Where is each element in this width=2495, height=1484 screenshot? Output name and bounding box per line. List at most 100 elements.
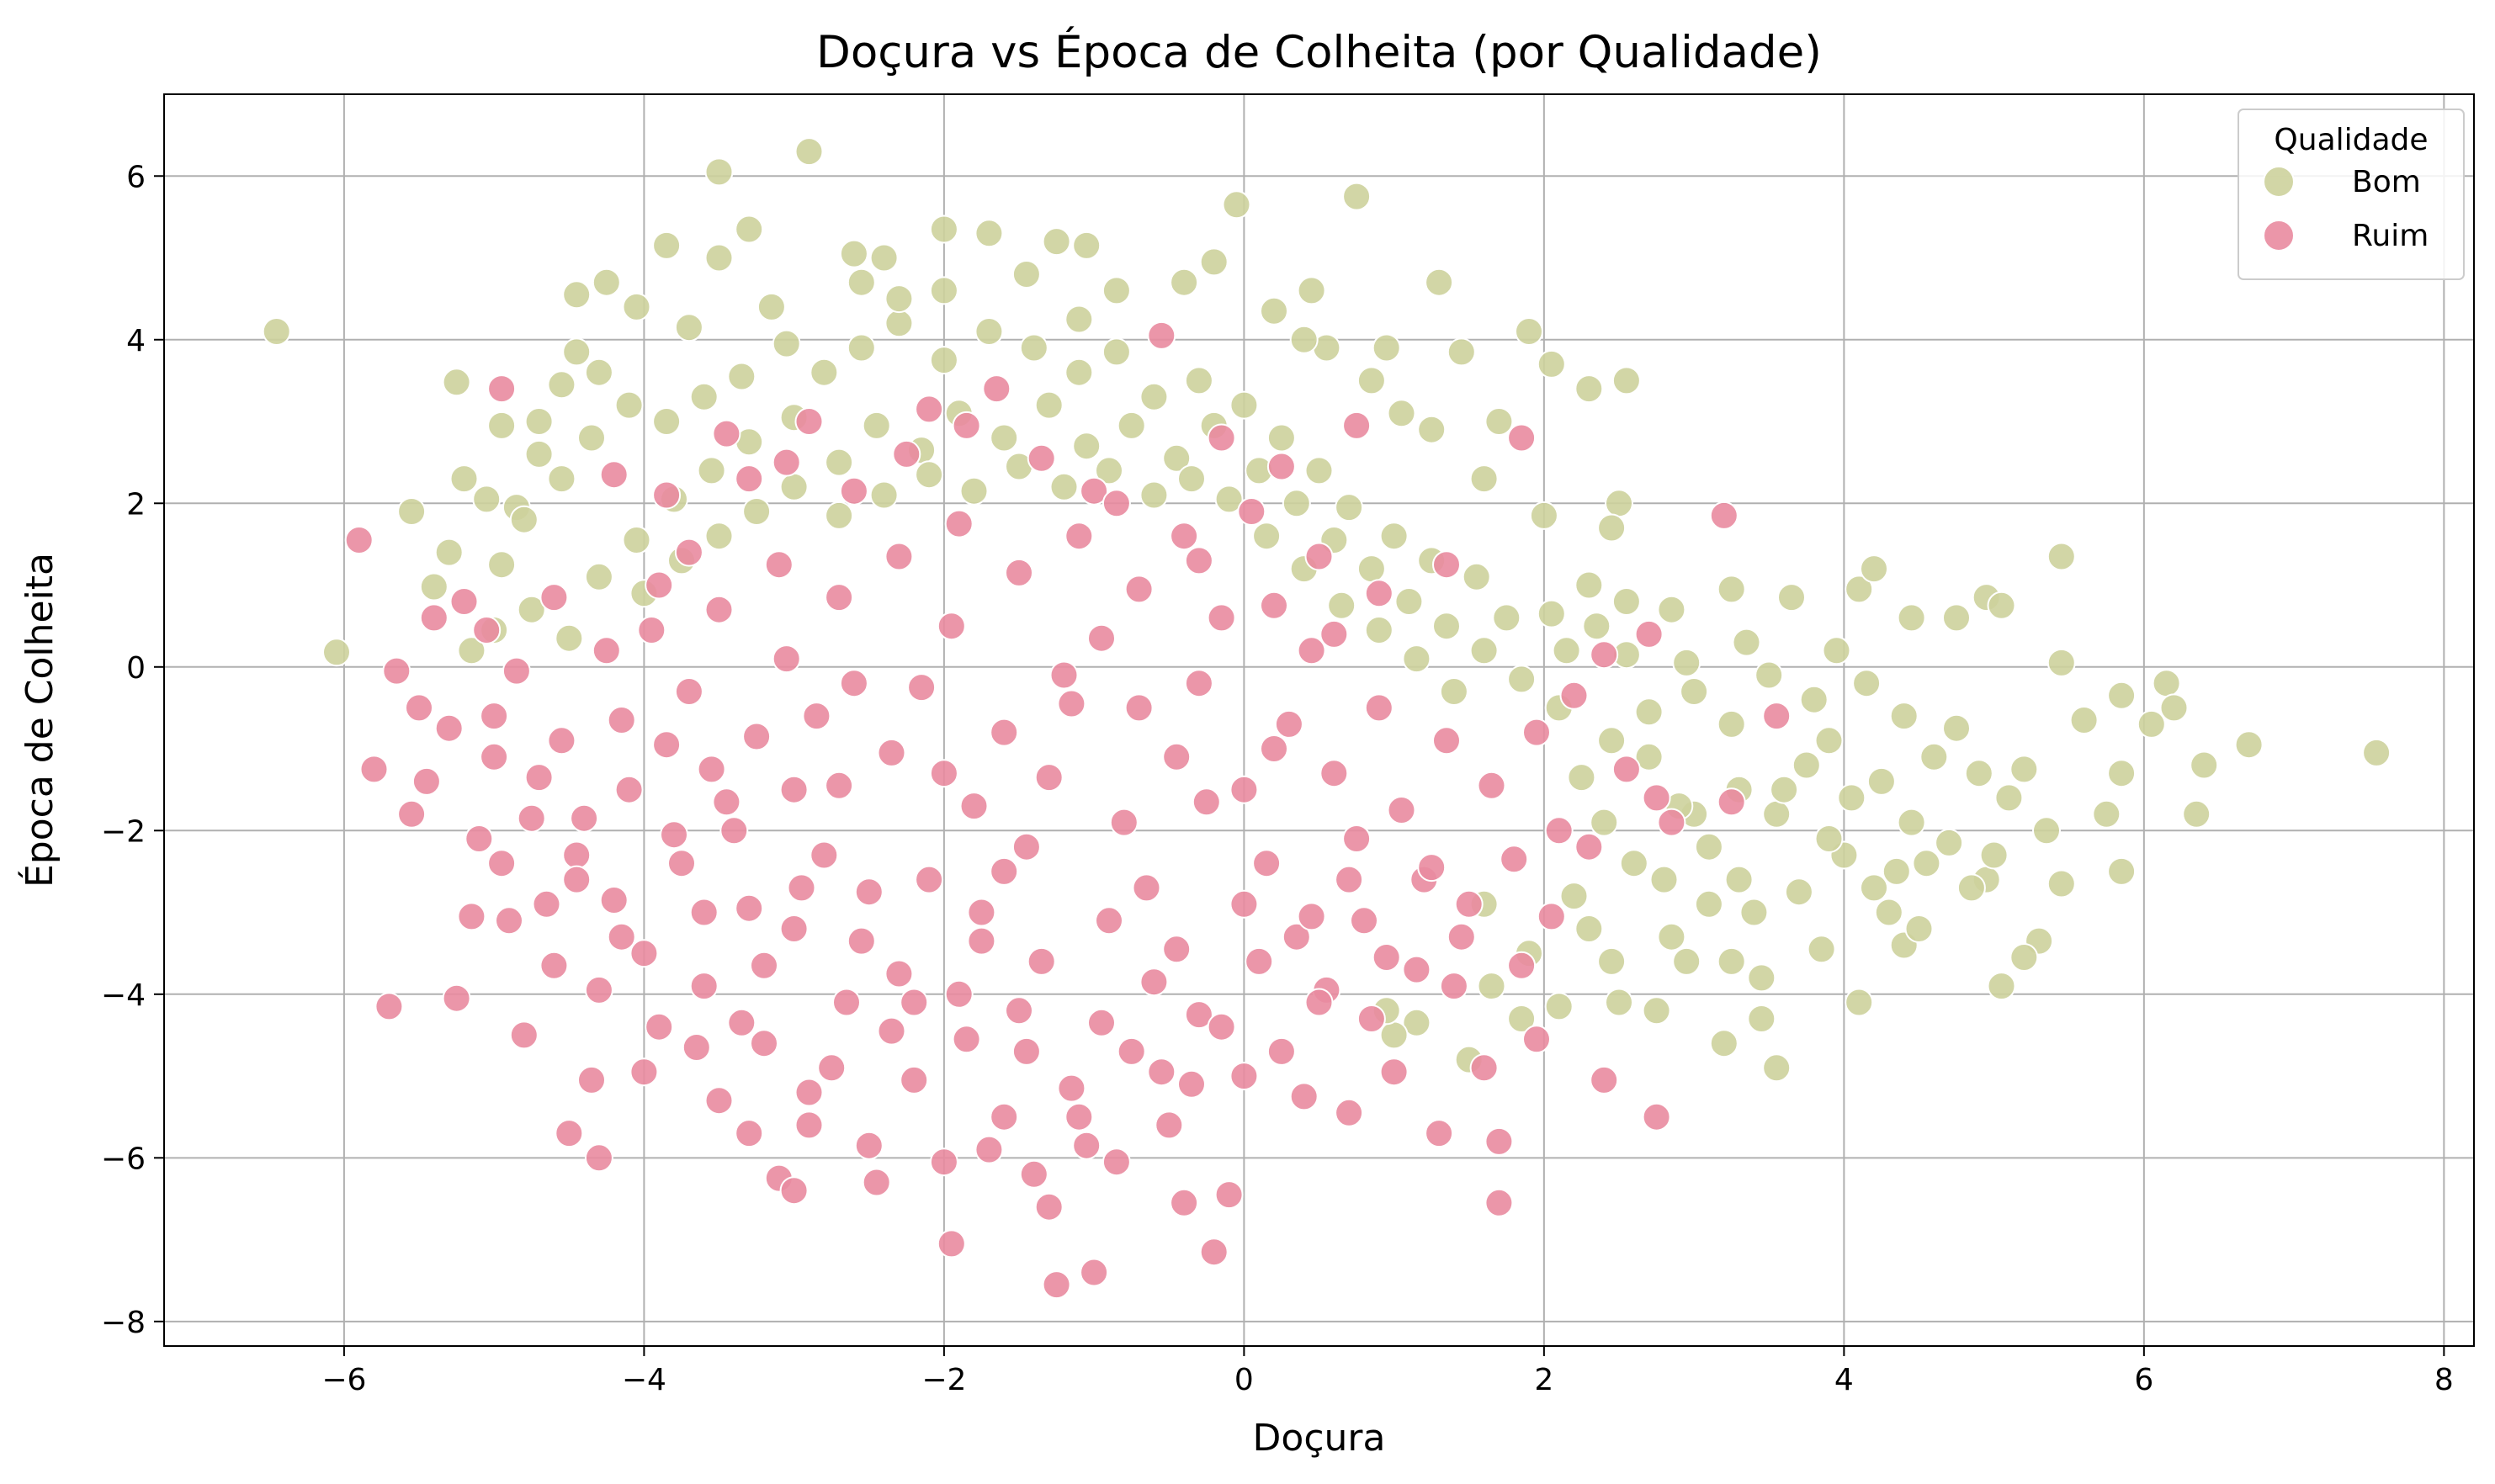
- data-point: [1537, 902, 1566, 931]
- data-point: [517, 803, 546, 833]
- data-point: [1447, 337, 1476, 367]
- data-point: [599, 460, 629, 490]
- data-point: [1537, 349, 1566, 379]
- data-point: [1139, 382, 1169, 411]
- data-point: [1574, 832, 1604, 861]
- data-point: [487, 374, 517, 404]
- data-point: [929, 346, 958, 375]
- data-point: [704, 522, 734, 551]
- data-point: [1597, 513, 1627, 543]
- data-point: [2234, 730, 2264, 760]
- x-tick-label: −2: [921, 1363, 966, 1397]
- data-point: [2069, 706, 2099, 734]
- data-point: [1356, 554, 1386, 584]
- data-point: [1072, 432, 1102, 461]
- data-point: [1304, 456, 1334, 485]
- plot-frame: [163, 93, 2475, 1347]
- data-point: [1634, 742, 1664, 771]
- data-point: [629, 939, 659, 968]
- data-point: [1364, 579, 1393, 608]
- data-point: [772, 448, 801, 477]
- data-point: [1694, 832, 1723, 861]
- data-point: [555, 1119, 584, 1148]
- data-point: [1732, 628, 1761, 657]
- data-point: [1897, 603, 1926, 633]
- data-point: [1544, 992, 1574, 1021]
- data-point: [1109, 808, 1139, 837]
- y-tick-label: −8: [101, 1306, 146, 1340]
- data-point: [1184, 546, 1213, 575]
- data-point: [952, 1025, 981, 1054]
- data-point: [1417, 415, 1447, 444]
- data-point: [2159, 693, 2189, 723]
- data-point: [1657, 808, 1686, 837]
- data-point: [1860, 554, 1888, 584]
- data-point: [704, 243, 734, 273]
- data-point: [562, 337, 592, 367]
- data-point: [1462, 562, 1491, 591]
- data-point: [1507, 951, 1537, 980]
- data-point: [1605, 988, 1633, 1017]
- data-point: [1717, 709, 1746, 739]
- data-point: [907, 673, 937, 702]
- data-point: [1717, 575, 1746, 604]
- data-point: [1814, 824, 1844, 853]
- data-point: [1747, 1004, 1776, 1033]
- legend: Qualidade Bom Ruim: [2238, 109, 2465, 280]
- data-point: [1027, 443, 1056, 473]
- data-point: [1214, 1180, 1244, 1210]
- data-point: [442, 983, 471, 1013]
- data-point: [892, 439, 921, 469]
- data-point: [1049, 660, 1079, 690]
- data-point: [982, 374, 1011, 404]
- data-point: [1274, 709, 1303, 739]
- data-point: [929, 276, 958, 305]
- data-point: [764, 550, 794, 580]
- data-point: [1245, 946, 1274, 976]
- data-point: [1356, 366, 1386, 395]
- data-point: [884, 284, 914, 314]
- data-point: [884, 309, 914, 338]
- data-point: [1282, 922, 1311, 951]
- data-point: [1237, 497, 1266, 526]
- data-point: [1139, 480, 1169, 510]
- data-point: [1469, 464, 1499, 494]
- data-point: [1792, 750, 1821, 780]
- data-point: [1590, 640, 1619, 670]
- data-point: [1402, 955, 1431, 984]
- data-point: [1379, 522, 1409, 551]
- data-point: [449, 464, 479, 494]
- x-tick-label: 8: [2434, 1363, 2454, 1397]
- legend-label: Bom: [2352, 165, 2421, 199]
- data-point: [1559, 681, 1589, 710]
- data-point: [2046, 869, 2076, 898]
- data-point: [1207, 1012, 1236, 1041]
- data-point: [1117, 411, 1146, 440]
- data-point: [735, 893, 764, 923]
- data-point: [735, 1119, 764, 1148]
- data-point: [1784, 877, 1813, 907]
- data-point: [645, 570, 674, 600]
- x-tick-label: 4: [1834, 1363, 1854, 1397]
- data-point: [1574, 570, 1604, 600]
- data-point: [1649, 865, 1679, 894]
- x-tick-label: 6: [2134, 1363, 2153, 1397]
- data-point: [1611, 366, 1641, 395]
- data-point: [1304, 542, 1334, 571]
- data-point: [839, 669, 868, 698]
- data-point: [1005, 558, 1033, 587]
- data-point: [472, 485, 502, 514]
- data-point: [772, 329, 801, 358]
- data-point: [937, 1229, 966, 1259]
- data-point: [1229, 889, 1259, 919]
- data-point: [614, 390, 644, 420]
- data-point: [854, 877, 884, 907]
- data-point: [1342, 824, 1372, 853]
- y-tick-label: 6: [126, 160, 146, 194]
- data-point: [937, 612, 966, 641]
- legend-items: Bom Ruim: [2263, 165, 2429, 253]
- data-point: [1897, 808, 1926, 837]
- data-point: [1567, 763, 1596, 792]
- data-point: [1672, 648, 1701, 677]
